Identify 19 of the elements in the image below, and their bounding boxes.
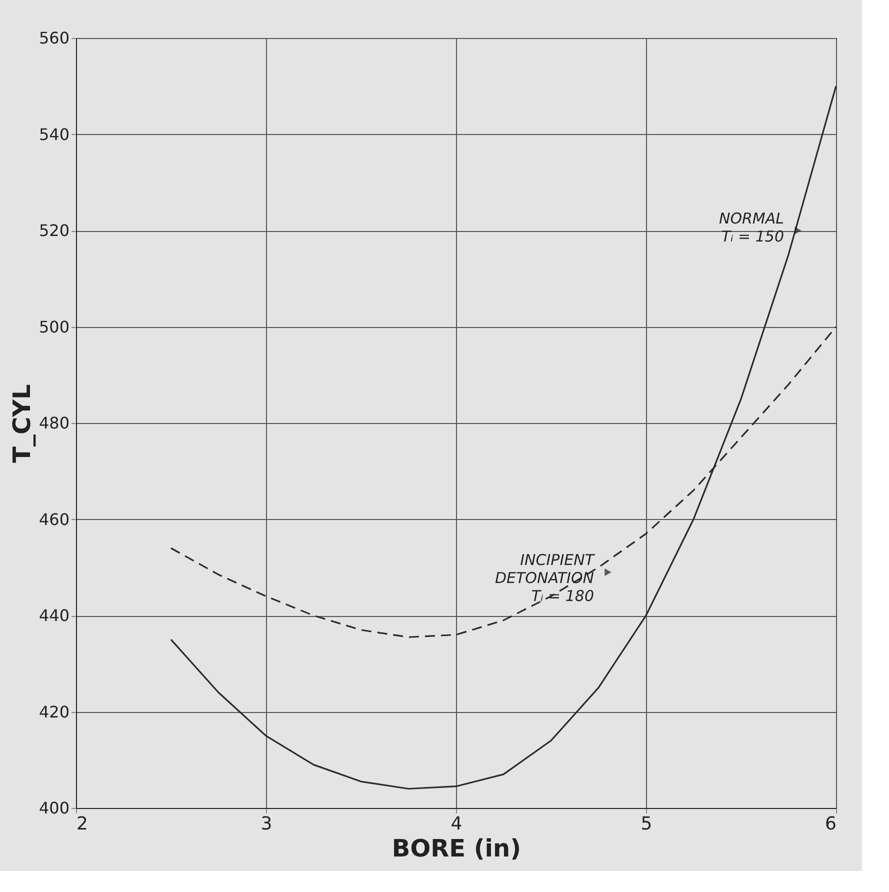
y-tick-label: 400 xyxy=(38,798,70,818)
y-tick-label: 440 xyxy=(38,606,70,625)
x-axis-title: BORE (in) xyxy=(392,834,522,862)
annotation: INCIPIENT DETONATION Tᵢ = 180 xyxy=(494,551,596,606)
y-axis-title: T_CYL xyxy=(8,384,36,463)
x-tick-label: 5 xyxy=(640,814,652,834)
y-tick-label: 420 xyxy=(38,702,70,722)
x-tick-label: 3 xyxy=(260,814,272,834)
y-tick-label: 520 xyxy=(38,221,70,240)
x-tick-label: 2 xyxy=(76,814,88,834)
annotation: NORMAL Tᵢ = 150 xyxy=(718,210,784,246)
y-tick-label: 500 xyxy=(38,317,70,336)
x-tick-label: 4 xyxy=(450,814,462,834)
y-tick-label: 460 xyxy=(38,510,70,529)
y-tick-label: 560 xyxy=(38,28,70,48)
line-series xyxy=(170,85,837,790)
x-tick-label: 6 xyxy=(825,814,836,834)
y-tick-label: 480 xyxy=(38,414,70,432)
y-tick-label: 540 xyxy=(38,124,70,144)
